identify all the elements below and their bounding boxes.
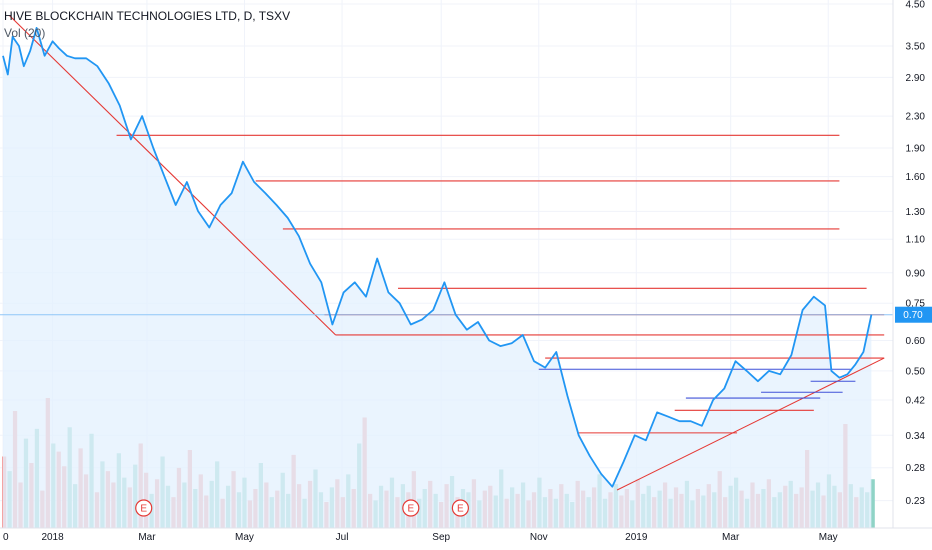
price-axis: 4.50 3.50 2.90 2.30 1.90 1.60 1.30 1.10 0.90 0.75…	[892, 0, 932, 550]
price-tick-label: 1.30	[906, 207, 926, 218]
earnings-marker: E	[135, 499, 153, 517]
trendline	[616, 357, 885, 491]
time-tick-label: 2018	[41, 532, 64, 543]
last-price-badge	[895, 306, 932, 323]
volume-indicator-label: Vol (20)	[4, 26, 46, 40]
chart-legend: HIVE BLOCKCHAIN TECHNOLOGIES LTD, D, TSX…	[4, 8, 290, 42]
price-axis-bg	[893, 0, 932, 550]
price-tick-label: 0.50	[906, 366, 926, 377]
time-tick-label: Mar	[722, 532, 740, 543]
price-tick-label: 4.50	[906, 0, 926, 11]
time-axis-bg	[0, 528, 932, 550]
time-tick-label: Nov	[530, 532, 548, 543]
time-tick-label: Sep	[432, 532, 450, 543]
trendline	[9, 15, 337, 336]
time-tick-label: 0	[3, 532, 9, 543]
earnings-marker-label: E	[457, 504, 464, 515]
earnings-marker: E	[402, 499, 420, 517]
time-tick-label: Jul	[336, 532, 349, 543]
price-tick-label: 1.90	[906, 143, 926, 154]
time-tick-label: Mar	[138, 532, 156, 543]
price-tick-label: 1.60	[906, 172, 926, 183]
price-tick-label: 0.75	[906, 299, 926, 310]
volume-bar	[870, 479, 875, 528]
earnings-marker-label: E	[140, 504, 147, 515]
price-tick-label: 3.50	[906, 41, 926, 52]
last-price-label: 0.70	[903, 310, 923, 321]
price-line-layer	[2, 27, 873, 488]
price-tick-label: 2.30	[906, 112, 926, 123]
price-tick-label: 2.90	[906, 73, 926, 84]
price-line	[2, 27, 873, 488]
price-tick-label: 1.10	[906, 235, 926, 246]
price-tick-label: 0.60	[906, 336, 926, 347]
price-tick-label: 0.34	[906, 431, 926, 442]
time-axis: 0 2018 Mar May Jul Sep Nov 2019 Mar May	[0, 527, 932, 550]
time-tick-label: May	[235, 532, 254, 543]
earnings-marker-circle	[402, 499, 420, 517]
drawing-lines	[0, 15, 893, 491]
earnings-marker: E	[451, 499, 469, 517]
price-tick-label: 0.28	[906, 463, 926, 474]
earnings-marker-label: E	[407, 504, 414, 515]
time-tick-label: May	[819, 532, 838, 543]
price-tick-label: 0.42	[906, 396, 926, 407]
earnings-marker-circle	[135, 499, 153, 517]
price-tick-label: 0.90	[906, 268, 926, 279]
price-area-fill	[3, 27, 872, 529]
price-area	[3, 27, 872, 529]
symbol-title: HIVE BLOCKCHAIN TECHNOLOGIES LTD, D, TSX…	[4, 9, 291, 23]
price-tick-label: 0.23	[906, 496, 926, 507]
time-tick-label: 2019	[625, 532, 648, 543]
earnings-marker-circle	[451, 499, 469, 517]
